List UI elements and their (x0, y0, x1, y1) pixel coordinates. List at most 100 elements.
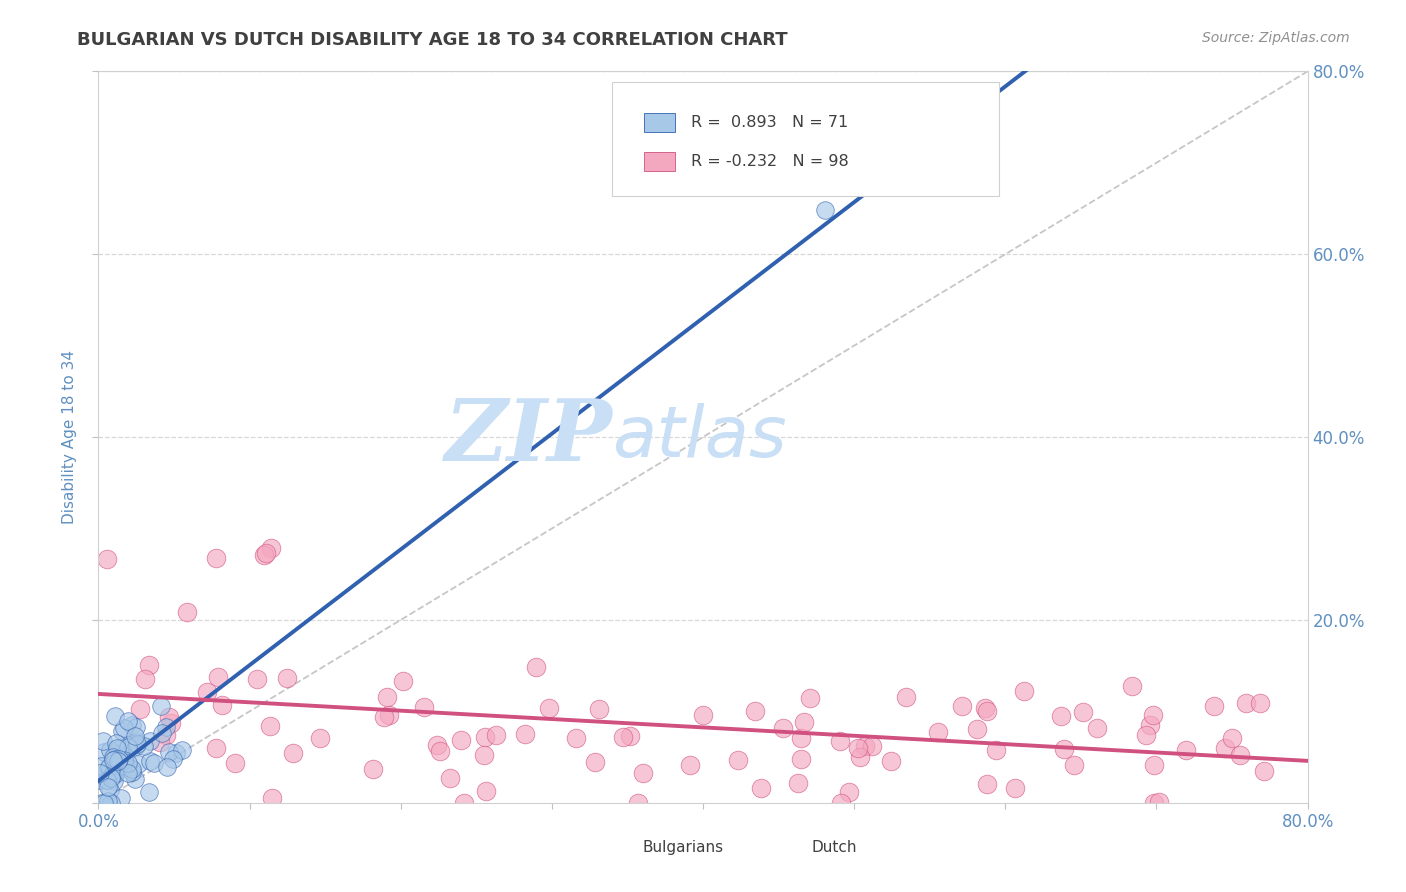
Point (89, 772, 111, 787)
Point (950, 698, 973, 713)
Point (100, 796, 122, 810)
Text: ZIP: ZIP (444, 395, 613, 479)
Point (172, 742, 194, 756)
Point (1014, 684, 1036, 698)
Point (853, 739, 876, 753)
Point (276, 671, 298, 685)
Point (110, 749, 132, 764)
Text: BULGARIAN VS DUTCH DISABILITY AGE 18 TO 34 CORRELATION CHART: BULGARIAN VS DUTCH DISABILITY AGE 18 TO … (77, 31, 787, 49)
Point (793, 714, 815, 729)
FancyBboxPatch shape (773, 838, 804, 857)
Point (101, 768, 124, 782)
Point (114, 756, 136, 770)
Point (90, 796, 112, 810)
Point (93, 745, 115, 759)
Point (612, 730, 634, 744)
Point (259, 719, 281, 733)
Point (155, 728, 177, 742)
Point (814, 203, 837, 218)
Point (112, 761, 135, 775)
Point (157, 710, 180, 724)
Point (1085, 721, 1108, 735)
Point (450, 732, 472, 747)
Point (927, 725, 949, 739)
Point (849, 749, 872, 764)
Point (1050, 708, 1073, 723)
Point (89, 765, 111, 780)
Point (195, 684, 218, 698)
Point (142, 756, 165, 770)
Point (117, 739, 139, 753)
Text: R = -0.232   N = 98: R = -0.232 N = 98 (690, 153, 849, 169)
Point (727, 753, 749, 767)
Point (1143, 757, 1166, 772)
Point (124, 772, 146, 786)
Point (830, 796, 852, 810)
Point (105, 736, 128, 750)
Text: Bulgarians: Bulgarians (643, 840, 724, 855)
Point (127, 734, 149, 748)
Point (426, 738, 449, 752)
Point (966, 722, 988, 736)
Point (121, 762, 143, 776)
FancyBboxPatch shape (644, 152, 675, 171)
Point (107, 754, 129, 768)
Point (90, 758, 112, 772)
Point (149, 698, 172, 713)
Point (107, 741, 129, 756)
Point (134, 672, 156, 686)
Point (413, 700, 436, 714)
Point (772, 721, 794, 735)
Point (105, 750, 128, 764)
Point (207, 670, 229, 684)
Point (309, 731, 332, 746)
Point (377, 690, 399, 704)
Point (124, 729, 146, 743)
Point (98, 743, 121, 757)
Point (749, 781, 772, 796)
Point (104, 767, 127, 781)
Point (1249, 696, 1271, 710)
Point (100, 771, 122, 785)
Point (121, 717, 143, 731)
Point (439, 771, 461, 785)
Point (104, 752, 127, 766)
Point (204, 741, 226, 756)
Point (1135, 728, 1157, 742)
Point (1220, 731, 1243, 745)
Point (149, 735, 172, 749)
Point (1073, 705, 1095, 719)
Point (260, 541, 283, 555)
Point (111, 724, 134, 739)
Point (176, 605, 198, 619)
Point (107, 752, 129, 766)
Point (117, 739, 139, 754)
Point (429, 744, 451, 758)
Point (224, 756, 246, 770)
Point (1147, 795, 1170, 809)
Point (1202, 698, 1225, 713)
Point (361, 762, 384, 776)
Text: Dutch: Dutch (811, 840, 858, 855)
Point (246, 672, 269, 686)
Point (93, 796, 115, 810)
Point (790, 731, 813, 745)
Point (1234, 696, 1257, 710)
Point (1053, 742, 1076, 756)
Point (633, 766, 655, 780)
Point (627, 796, 650, 810)
Point (679, 757, 702, 772)
Point (984, 743, 1007, 757)
Point (112, 753, 135, 767)
Point (100, 764, 122, 779)
Point (114, 755, 136, 769)
Point (787, 776, 810, 790)
Point (373, 710, 395, 724)
Point (378, 708, 401, 723)
Point (117, 766, 139, 780)
Point (139, 734, 162, 748)
Point (150, 726, 173, 740)
Point (97, 780, 120, 794)
Point (513, 727, 536, 741)
Point (125, 721, 148, 735)
